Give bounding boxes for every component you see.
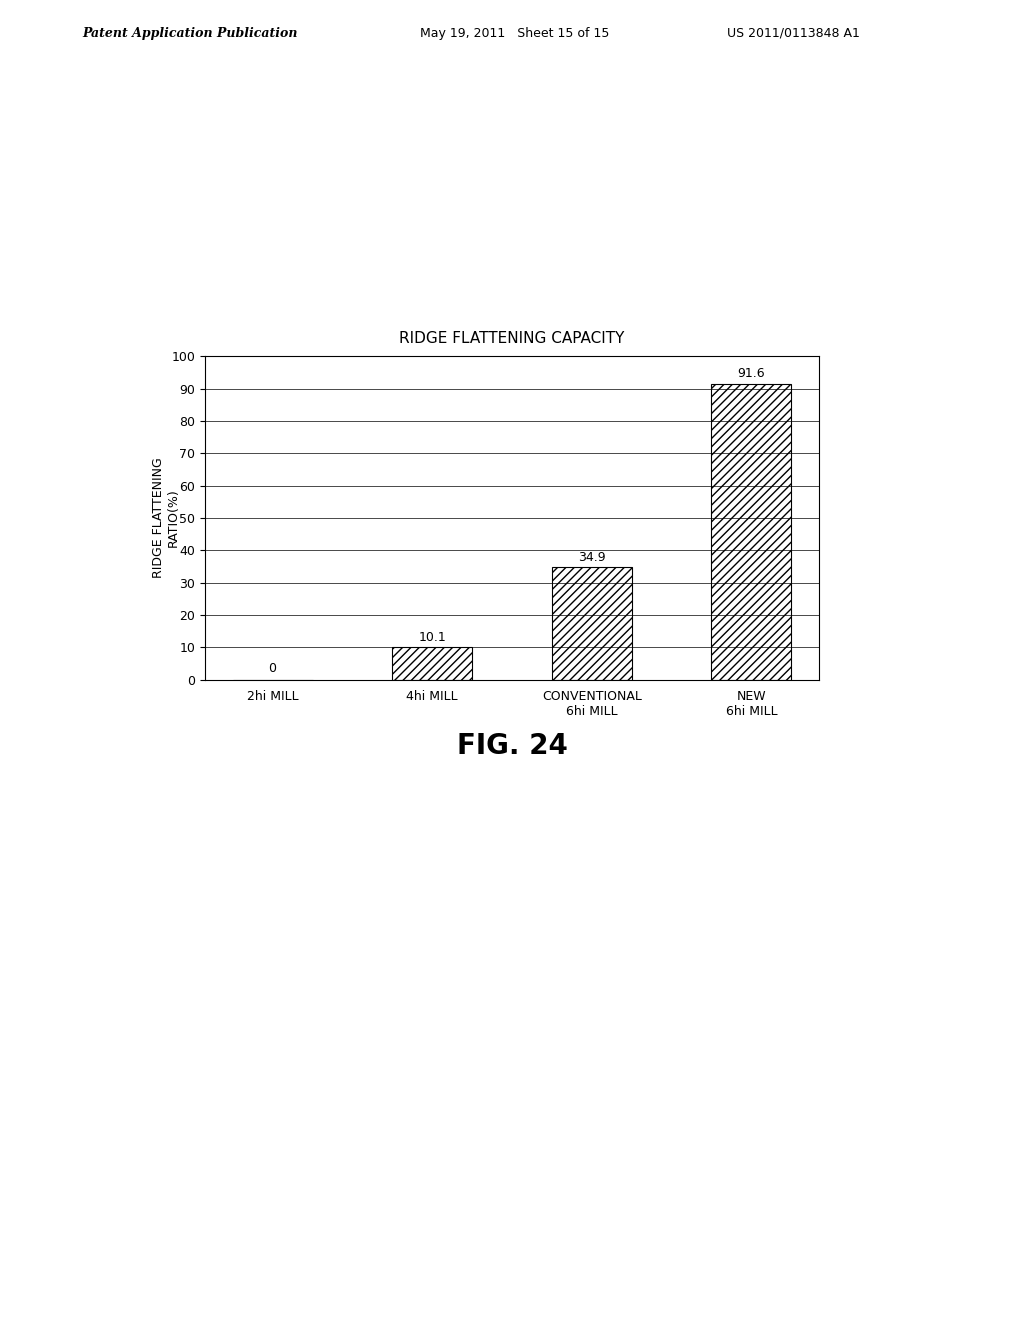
Text: May 19, 2011   Sheet 15 of 15: May 19, 2011 Sheet 15 of 15 bbox=[420, 26, 609, 40]
Text: 91.6: 91.6 bbox=[737, 367, 765, 380]
Y-axis label: RIDGE FLATTENING
RATIO(%): RIDGE FLATTENING RATIO(%) bbox=[152, 458, 179, 578]
Bar bbox=[552, 566, 632, 680]
Text: FIG. 24: FIG. 24 bbox=[457, 731, 567, 760]
Bar bbox=[392, 647, 472, 680]
Text: 0: 0 bbox=[268, 661, 276, 675]
Text: Patent Application Publication: Patent Application Publication bbox=[82, 26, 297, 40]
Text: 10.1: 10.1 bbox=[419, 631, 446, 644]
Text: US 2011/0113848 A1: US 2011/0113848 A1 bbox=[727, 26, 860, 40]
Title: RIDGE FLATTENING CAPACITY: RIDGE FLATTENING CAPACITY bbox=[399, 330, 625, 346]
Text: 34.9: 34.9 bbox=[578, 550, 605, 564]
Bar bbox=[712, 384, 792, 680]
